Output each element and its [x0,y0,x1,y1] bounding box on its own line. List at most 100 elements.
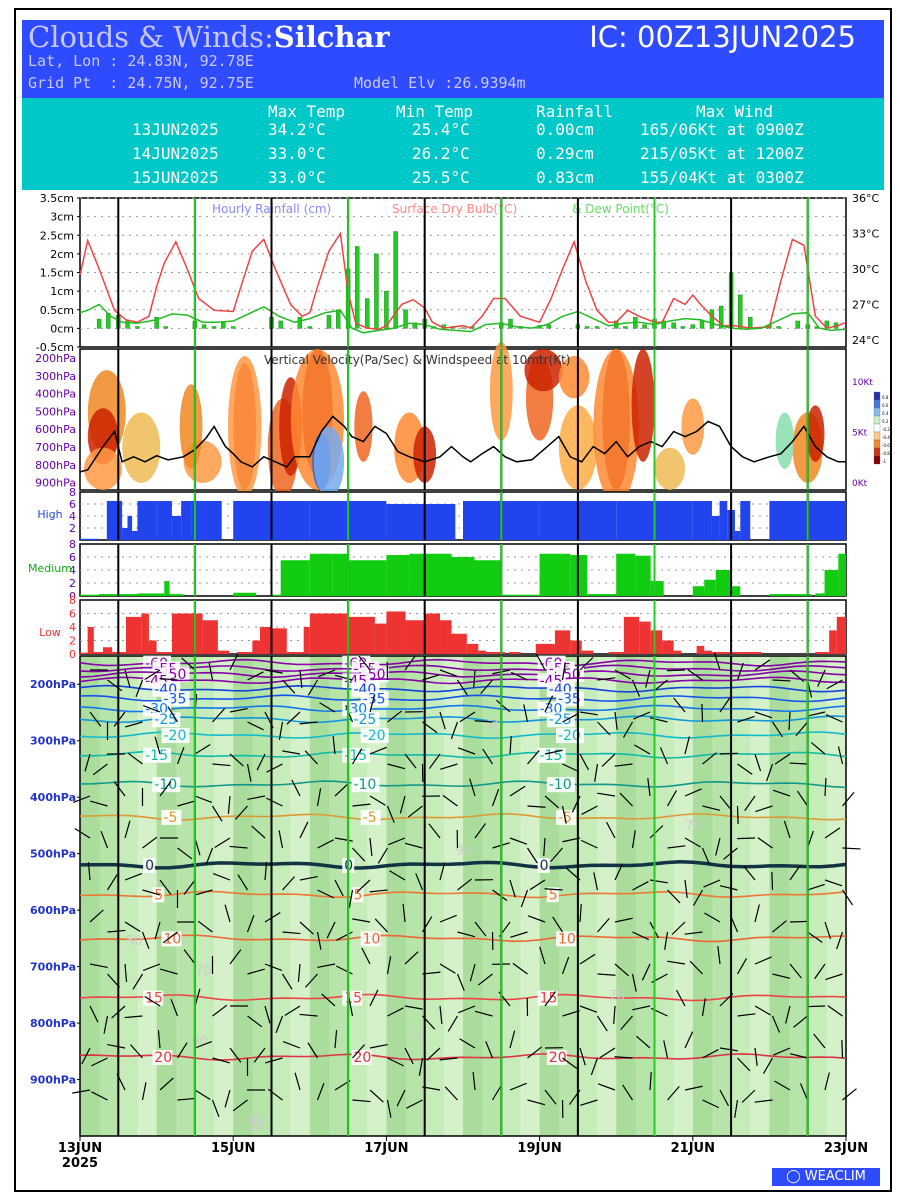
wind-barb [667,1086,680,1101]
cloud-bar [132,531,138,540]
wind-barb [653,679,668,692]
wind-barb [212,1004,228,1017]
isotherm-label: -10 [549,777,572,793]
wind-barb [622,1084,634,1101]
isotherm-label-bg [143,857,156,873]
wind-barb [208,662,214,681]
wind-barb [687,669,703,681]
rain-bar [699,320,705,329]
wind-barb [649,717,668,723]
wind-barb [194,743,211,755]
wind-barb [195,889,213,896]
cloud-bar [125,616,142,654]
cloud-bar [623,616,640,654]
cloud-bar [386,611,406,654]
wind-barb [562,1010,580,1017]
wind-barb [439,963,456,974]
wind-barb [284,1005,301,1017]
wind-barb [352,847,366,862]
wind-barb [229,1047,242,1063]
cloud-bar [836,616,846,654]
wind-barb [702,1049,719,1059]
wind-barb [543,837,546,856]
wind-barb [789,669,805,683]
wind-barb [509,785,526,797]
isotherm-label: -20 [558,728,581,744]
summary-header: Max Wind [696,102,774,121]
wind-barb [810,741,826,755]
wind-barb [89,963,108,969]
cloud-bar [424,613,441,654]
isotherm-line [79,780,847,789]
cloud-bar [692,586,705,596]
isotherm-label-bg [152,777,181,793]
isotherm-label: 15 [145,991,163,1007]
wind-barb [684,837,701,848]
wind-barb [211,1099,220,1118]
wind-barb [783,820,791,839]
y-tick-label: 300hPa [35,370,76,383]
y-tick-label: 8 [69,594,76,607]
wind-barb [597,792,616,797]
wind-barb [562,763,580,773]
cloud-bar [750,651,762,654]
wind-barb [631,679,641,697]
summary-table: Max Temp Min Temp Rainfall Max Wind 13JU… [22,98,884,190]
colorbar-cell [873,399,881,409]
wind-barb [307,679,319,696]
wind-barb [229,949,242,965]
wind-barb [633,711,651,720]
wind-barb [247,968,265,975]
wind-barb [701,703,704,723]
isotherm-label: 5 [353,887,362,903]
y-tick-label: 6 [69,608,76,621]
wind-barb [842,1088,857,1101]
cloud-bar [587,594,617,596]
wind-barb [634,744,651,755]
wind-barb [264,862,268,881]
rain-bar [795,320,800,329]
wind-barb [72,1089,91,1094]
colorbar-cell [873,415,881,425]
wind-barb [444,1086,458,1101]
cloud-bar [374,623,387,654]
wind-barb [632,881,649,891]
cloud-bar [554,630,571,654]
vv-contour [681,398,705,455]
cloud-bar [80,652,88,654]
wind-barb [771,1015,781,1033]
isotherm-label: -15 [344,748,367,764]
rh-label: 70 [195,964,212,979]
wind-barb [737,1013,756,1017]
wind-barb [286,711,301,725]
vv-contour [524,349,563,392]
isotherm-label: -5 [363,810,377,826]
isotherm-label-bg [546,1049,567,1065]
wind-barb [160,968,178,975]
rh-shade [367,656,387,1136]
cloud-bar [386,504,456,540]
cloud-bar [80,538,100,540]
cloud-bar [740,501,751,540]
cloud-bar [252,640,261,654]
wind-barb [89,711,102,727]
wind-barb [369,889,388,893]
wind-barb [544,991,557,1007]
wind-barb [837,746,844,765]
y-tick-label: 4 [69,564,76,577]
wind-barb [404,1005,423,1010]
cloud-bar [829,630,837,654]
wind-barb [124,872,143,881]
cloud-bar [428,553,452,596]
colorbar-cell [873,447,881,457]
rh-shade [424,656,445,1136]
wind-barb [561,805,567,824]
y-tick-label: 700hPa [35,441,76,454]
wind-barb [561,956,570,975]
wind-barb [807,931,823,943]
wind-barb [754,753,762,772]
wind-barb [799,1083,809,1101]
cloud-bar [650,630,663,654]
cloud-bar [106,501,123,540]
